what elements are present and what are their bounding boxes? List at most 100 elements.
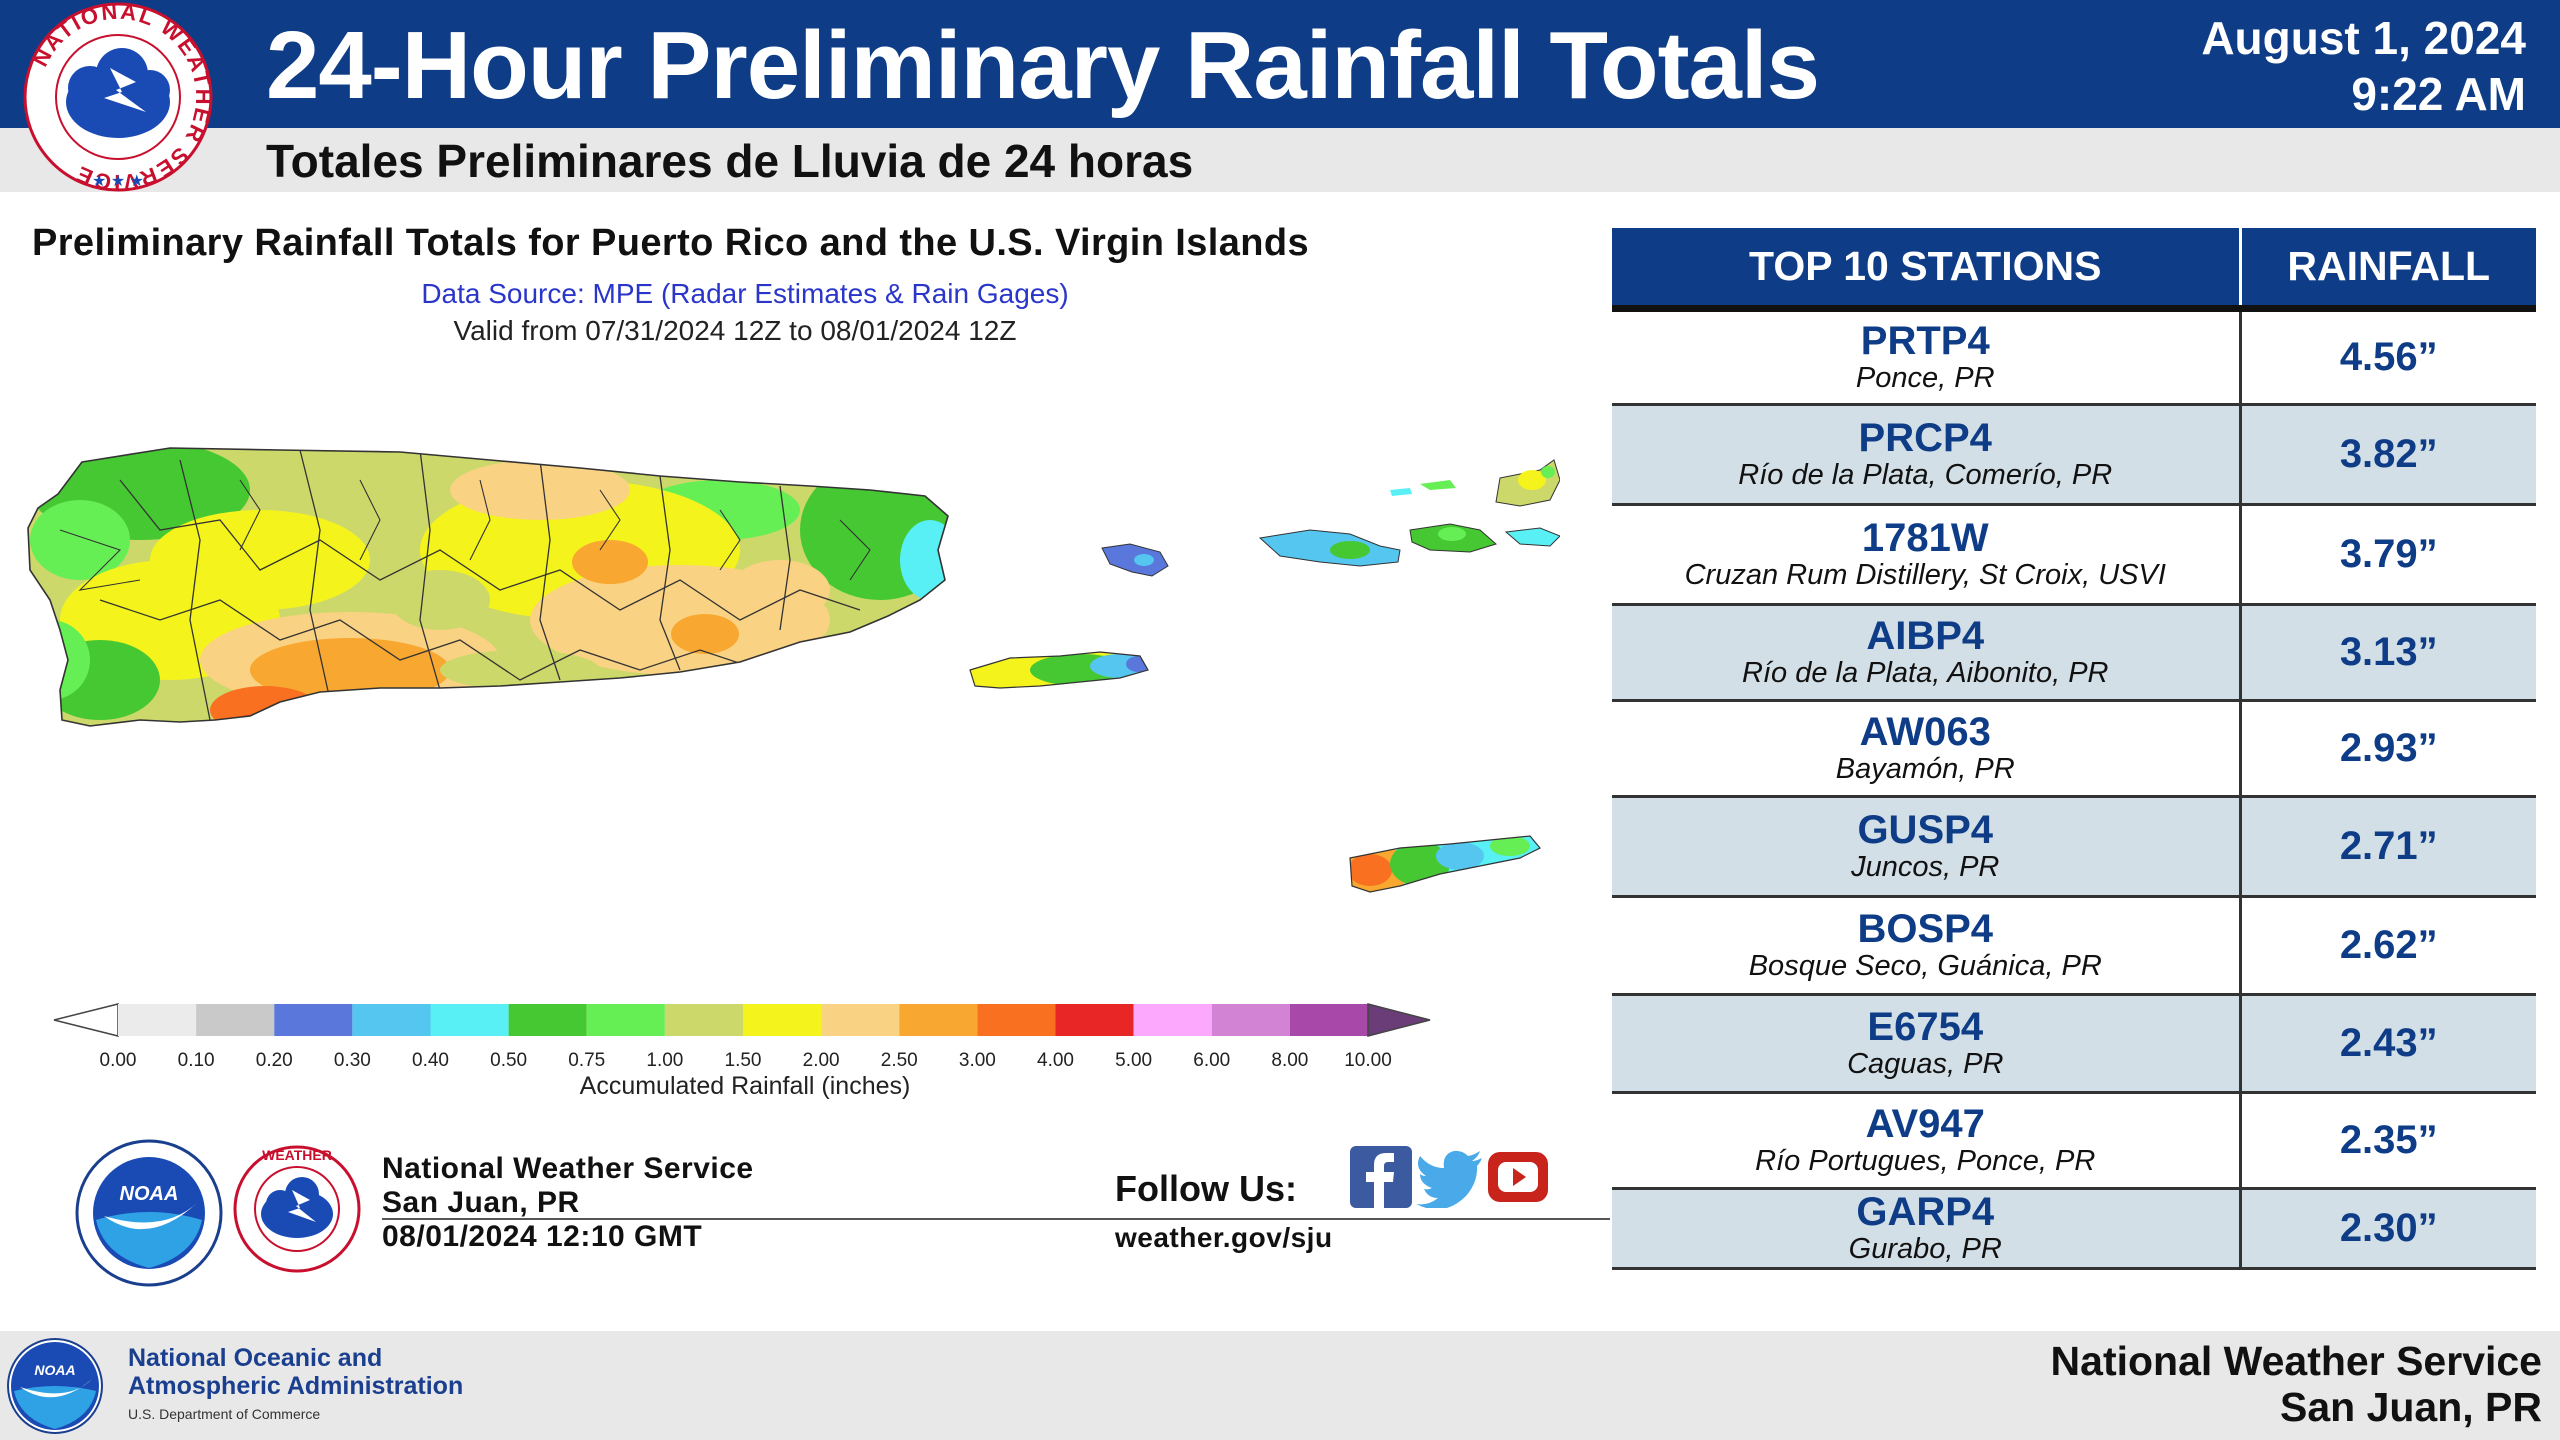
legend-swatch <box>821 1004 900 1036</box>
date-time: August 1, 2024 9:22 AM <box>2201 10 2526 122</box>
puerto-rico-outline <box>27 447 949 727</box>
noaa-name-line2: Atmospheric Administration <box>128 1372 464 1400</box>
station-location: Río Portugues, Ponce, PR <box>1755 1145 2096 1177</box>
rainfall-value: 2.62” <box>2339 922 2438 967</box>
station-location: Gurabo, PR <box>1848 1233 2002 1265</box>
rainfall-value: 2.30” <box>2339 1205 2438 1250</box>
map-source: Data Source: MPE (Radar Estimates & Rain… <box>421 278 1069 309</box>
legend-tick-label: 2.00 <box>803 1050 840 1071</box>
bottom-band <box>0 1331 2560 1440</box>
station-cell: AW063 Bayamón, PR <box>1612 700 2242 798</box>
station-code: BOSP4 <box>1857 907 1994 951</box>
legend-swatch <box>196 1004 275 1036</box>
header-stations: TOP 10 STATIONS <box>1612 228 2242 312</box>
table-row: AV947 Río Portugues, Ponce, PR 2.35” <box>1612 1092 2536 1190</box>
station-location: Ponce, PR <box>1855 362 1995 394</box>
station-code: 1781W <box>1861 516 1989 560</box>
table-row: E6754 Caguas, PR 2.43” <box>1612 994 2536 1094</box>
station-code: AW063 <box>1859 710 1991 754</box>
page-subtitle: Totales Preliminares de Lluvia de 24 hor… <box>266 135 1194 187</box>
table-row: GUSP4 Juncos, PR 2.71” <box>1612 796 2536 898</box>
legend-swatch <box>743 1004 822 1036</box>
legend-swatch <box>977 1004 1056 1036</box>
legend-swatch <box>430 1004 509 1036</box>
rainfall-cell: 3.82” <box>2240 404 2536 506</box>
legend-tick-label: 0.10 <box>178 1050 215 1071</box>
station-location: Cruzan Rum Distillery, St Croix, USVI <box>1684 559 2166 591</box>
legend-tick-label: 0.20 <box>256 1050 293 1071</box>
website-link[interactable]: weather.gov/sju <box>1115 1222 1333 1253</box>
nws-badge-small: WEATHER <box>233 1145 361 1273</box>
culebra-island <box>1101 543 1169 577</box>
rainfall-cell: 2.71” <box>2240 796 2536 898</box>
legend-swatch <box>1133 1004 1212 1036</box>
rainfall-value: 2.93” <box>2339 725 2438 770</box>
station-cell: GARP4 Gurabo, PR <box>1612 1188 2242 1270</box>
station-cell: GUSP4 Juncos, PR <box>1612 796 2242 898</box>
table-row: AIBP4 Río de la Plata, Aibonito, PR 3.13” <box>1612 604 2536 702</box>
table-row: BOSP4 Bosque Seco, Guánica, PR 2.62” <box>1612 896 2536 996</box>
rainfall-cell: 2.93” <box>2240 700 2536 798</box>
noaa-badge-text: NOAA <box>120 1183 179 1205</box>
rainfall-cell: 3.13” <box>2240 604 2536 702</box>
rainfall-value: 4.56” <box>2339 334 2438 379</box>
info-divider <box>382 1218 1610 1220</box>
rainfall-cell: 3.79” <box>2240 504 2536 606</box>
station-cell: E6754 Caguas, PR <box>1612 994 2242 1094</box>
time-text: 9:22 AM <box>2351 68 2526 120</box>
station-location: Bayamón, PR <box>1835 753 2015 785</box>
legend-swatch <box>1055 1004 1134 1036</box>
noaa-department: U.S. Department of Commerce <box>128 1406 321 1422</box>
legend-tick-label: 5.00 <box>1115 1050 1152 1071</box>
header-band <box>0 0 2560 128</box>
facebook-icon[interactable] <box>1350 1146 1412 1208</box>
legend-arrow-low <box>53 1003 119 1037</box>
station-cell: 1781W Cruzan Rum Distillery, St Croix, US… <box>1612 504 2242 606</box>
follow-us-label: Follow Us: <box>1115 1168 1297 1209</box>
table-header-row: TOP 10 STATIONS RAINFALL <box>1612 228 2536 312</box>
rainfall-cell: 2.30” <box>2240 1188 2536 1270</box>
station-code: PRTP4 <box>1860 319 1990 363</box>
nws-office: San Juan, PR <box>382 1186 580 1219</box>
legend-swatch <box>274 1004 353 1036</box>
rainfall-legend: 0.00 0.10 0.20 0.30 0.40 0.50 0.75 1.00 1.50 2.00… <box>53 1003 1431 1071</box>
table-row: AW063 Bayamón, PR 2.93” <box>1612 700 2536 798</box>
nws-timestamp: 08/01/2024 12:10 GMT <box>382 1220 703 1253</box>
legend-tick-label: 0.40 <box>412 1050 449 1071</box>
table-row: PRCP4 Río de la Plata, Comerío, PR 3.82” <box>1612 404 2536 506</box>
station-code: AV947 <box>1865 1102 1985 1146</box>
legend-swatch <box>352 1004 431 1036</box>
top-stations-table: TOP 10 STATIONS RAINFALL PRTP4 Ponce, PR 4… <box>1612 228 2536 1270</box>
nws-info-block: National Weather Service San Juan, PR 08… <box>382 1152 754 1254</box>
map-title: Preliminary Rainfall Totals for Puerto R… <box>32 222 1310 264</box>
puerto-rico-island <box>28 448 948 726</box>
youtube-icon[interactable] <box>1486 1146 1550 1208</box>
rainfall-cell: 2.35” <box>2240 1092 2536 1190</box>
rainfall-value: 3.82” <box>2339 431 2438 476</box>
station-code: PRCP4 <box>1858 416 1992 460</box>
nws-org: National Weather Service <box>382 1152 754 1185</box>
legend-arrow-high <box>1367 1003 1431 1037</box>
station-code: E6754 <box>1867 1005 1984 1049</box>
rainfall-map <box>27 447 1560 893</box>
nws-logo: NATIONAL WEATHER SERVICE ★ ★ ★ <box>23 2 214 192</box>
rainfall-value: 2.71” <box>2339 823 2438 868</box>
noaa-logo: NOAA <box>7 1338 103 1434</box>
table-row: 1781W Cruzan Rum Distillery, St Croix, US… <box>1612 504 2536 606</box>
svg-text:★ ★ ★: ★ ★ ★ <box>92 173 144 190</box>
table-row: GARP4 Gurabo, PR 2.30” <box>1612 1188 2536 1270</box>
station-cell: AV947 Río Portugues, Ponce, PR <box>1612 1092 2242 1190</box>
rainfall-value: 3.13” <box>2339 629 2438 674</box>
nws-office-name: National Weather Service San Juan, PR <box>2051 1338 2542 1430</box>
rainfall-cell: 2.43” <box>2240 994 2536 1094</box>
legend-swatch <box>508 1004 587 1036</box>
legend-tick-label: 0.30 <box>334 1050 371 1071</box>
noaa-name-line1: National Oceanic and <box>128 1344 383 1372</box>
noaa-badge: NOAA <box>75 1139 223 1287</box>
twitter-icon[interactable] <box>1416 1146 1486 1208</box>
legend-tick-label: 1.50 <box>725 1050 762 1071</box>
subtitle-band <box>0 128 2560 192</box>
nws-bottom-line1: National Weather Service <box>2050 1338 2542 1384</box>
legend-tick-label: 8.00 <box>1271 1050 1308 1071</box>
station-location: Río de la Plata, Aibonito, PR <box>1742 657 2109 689</box>
